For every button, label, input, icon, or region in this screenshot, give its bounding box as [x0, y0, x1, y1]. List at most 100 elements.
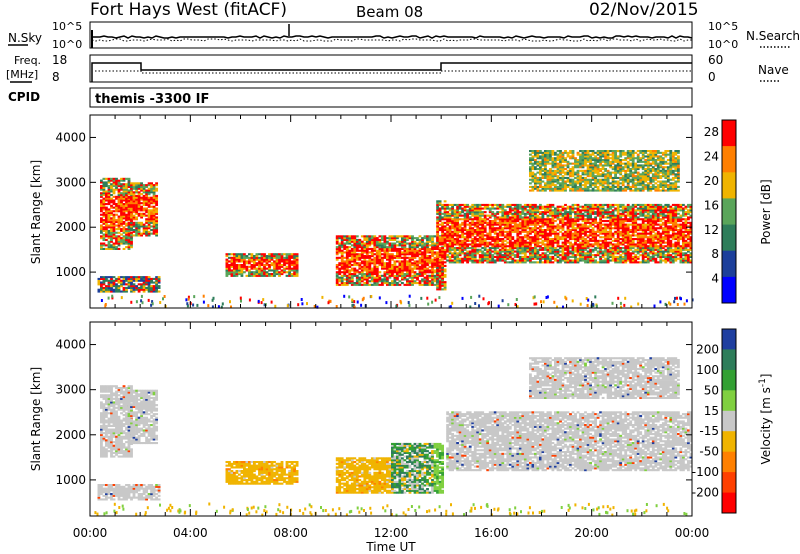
- echo-cell: [549, 239, 552, 242]
- echo-cell: [107, 211, 111, 214]
- echo-cell: [483, 207, 487, 210]
- echo-cell: [436, 263, 440, 266]
- echo-cell: [436, 216, 440, 219]
- echo-cell: [102, 206, 106, 209]
- echo-cell: [604, 223, 608, 226]
- echo-cell: [127, 221, 131, 224]
- echo-cell: [576, 216, 580, 219]
- echo-cell: [132, 283, 136, 286]
- echo-cell: [245, 255, 249, 258]
- echo-cell: [621, 225, 625, 228]
- echo-cell: [581, 243, 585, 246]
- echo-cell: [649, 216, 653, 219]
- echo-cell: [581, 220, 585, 223]
- echo-cell: [669, 257, 673, 260]
- echo-cell: [677, 203, 680, 206]
- echo-cell: [338, 267, 342, 270]
- echo-cell: [601, 211, 605, 214]
- echo-cell: [122, 281, 126, 284]
- echo-cell: [436, 288, 440, 291]
- echo-cell: [541, 220, 545, 223]
- echo-cell: [100, 181, 103, 184]
- echo-cell: [147, 276, 151, 279]
- echo-cell: [661, 255, 665, 258]
- echo-cell: [413, 255, 417, 258]
- echo-cell: [152, 230, 156, 233]
- echo-cell: [664, 209, 668, 212]
- echo-cell: [355, 256, 359, 259]
- echo-cell: [679, 218, 683, 221]
- echo-cell: [115, 177, 118, 180]
- echo-cell: [456, 216, 460, 219]
- echo-cell: [363, 267, 367, 270]
- echo-cell: [253, 258, 256, 261]
- echo-cell: [534, 232, 537, 235]
- echo-cell: [544, 221, 547, 224]
- echo-cell: [373, 253, 377, 256]
- echo-cell: [493, 239, 497, 242]
- echo-cell: [295, 274, 299, 277]
- echo-cell: [145, 202, 149, 205]
- echo-cell: [436, 211, 440, 214]
- echo-cell: [370, 262, 374, 265]
- echo-cell: [674, 211, 678, 214]
- echo-cell: [152, 212, 156, 215]
- echo-cell: [285, 256, 289, 259]
- echo-cell: [641, 248, 645, 251]
- echo-cell: [290, 253, 294, 256]
- echo-cell: [295, 265, 299, 268]
- echo-cell: [471, 243, 475, 246]
- echo-cell: [100, 235, 103, 238]
- echo-cell: [122, 240, 126, 243]
- echo-cell: [531, 214, 535, 217]
- echo-cell: [288, 264, 292, 267]
- echo-cell: [436, 220, 440, 223]
- echo-cell: [561, 227, 565, 230]
- echo-cell: [358, 255, 362, 258]
- echo-cell: [639, 211, 643, 214]
- echo-cell: [441, 225, 445, 228]
- echo-cell: [471, 252, 475, 255]
- echo-cell: [338, 269, 342, 272]
- echo-cell: [413, 273, 417, 276]
- echo-cell: [682, 238, 685, 241]
- echo-cell: [335, 283, 339, 286]
- echo-cell: [513, 218, 517, 221]
- echo-cell: [636, 234, 640, 237]
- echo-cell: [243, 256, 246, 259]
- echo-cell: [488, 227, 492, 230]
- echo-cell: [488, 247, 492, 250]
- echo-cell: [125, 286, 128, 289]
- echo-cell: [501, 245, 505, 248]
- echo-cell: [503, 259, 507, 262]
- echo-cell: [471, 254, 475, 257]
- echo-cell: [461, 214, 465, 217]
- echo-cell: [433, 242, 437, 245]
- echo-cell: [150, 212, 154, 215]
- echo-cell: [659, 211, 663, 214]
- echo-cell: [426, 271, 429, 274]
- echo-cell: [594, 239, 598, 242]
- echo-cell: [105, 286, 108, 289]
- echo-cell: [105, 290, 108, 293]
- echo-cell: [609, 254, 613, 257]
- echo-cell: [666, 239, 670, 242]
- echo-cell: [644, 245, 648, 248]
- echo-cell: [473, 214, 477, 217]
- echo-cell: [513, 261, 517, 264]
- echo-cell: [451, 259, 455, 262]
- echo-cell: [677, 209, 680, 212]
- echo-cell: [295, 262, 299, 265]
- echo-cell: [388, 253, 392, 256]
- echo-cell: [343, 246, 347, 249]
- echo-cell: [122, 203, 126, 206]
- echo-cell: [152, 286, 156, 289]
- echo-cell: [373, 238, 377, 241]
- echo-cell: [446, 259, 450, 262]
- echo-cell: [641, 229, 645, 232]
- echo-cell: [343, 251, 347, 254]
- echo-cell: [345, 242, 349, 245]
- echo-cell: [348, 262, 352, 265]
- echo-cell: [142, 276, 146, 279]
- echo-cell: [438, 247, 442, 250]
